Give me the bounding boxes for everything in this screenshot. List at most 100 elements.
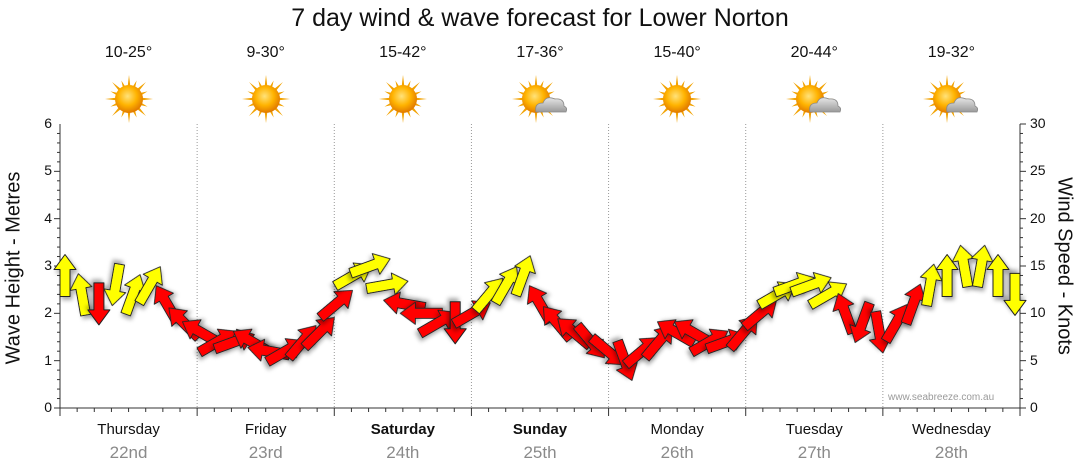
y-tick-label-right: 15 [1030, 257, 1046, 273]
wind-arrow-shape [53, 254, 77, 297]
sun-icon [104, 75, 153, 123]
sun-ray [401, 110, 405, 123]
wind-arrow-shape [348, 253, 391, 279]
sun-icon [241, 75, 290, 123]
wind-arrow [348, 253, 391, 279]
wind-arrow-shape [300, 316, 335, 352]
y-tick-label-left: 1 [44, 351, 52, 368]
temperature-range-label: 10-25° [104, 44, 153, 61]
wind-arrow-shape [365, 272, 409, 296]
wind-arrow-shape [69, 273, 93, 317]
wind-arrow [970, 244, 994, 289]
sun-ray [414, 97, 427, 101]
sun-ray [675, 75, 679, 88]
partly-cloudy-icon [512, 75, 568, 123]
sun-ray [127, 110, 130, 123]
sun-icon [378, 75, 427, 123]
temperature-range-label: 15-40° [653, 44, 701, 61]
temperature-range-label: 20-44° [790, 44, 838, 61]
sun-ray [264, 110, 268, 123]
day-date-label: 25th [523, 443, 557, 462]
y-tick-label-right: 20 [1030, 209, 1046, 226]
wind-arrows [53, 244, 1027, 381]
day-date-label: 24th [386, 443, 420, 462]
wind-arrow-shape [510, 255, 536, 298]
y-tick-label-right: 30 [1030, 115, 1046, 131]
day-date-label: 27th [797, 443, 831, 462]
chart-title: 7 day wind & wave forecast for Lower Nor… [291, 4, 789, 32]
wind-arrow [53, 254, 77, 297]
wind-arrow-shape [87, 282, 111, 326]
wind-arrow [134, 266, 163, 307]
day-name-label: Friday [244, 421, 287, 438]
wind-arrow [789, 272, 832, 298]
wind-arrow-shape [970, 244, 994, 289]
sun-ray [653, 97, 666, 101]
cloud-shape [809, 97, 842, 113]
sun-ray [786, 97, 799, 101]
y-axis-label-right: Wind Speed - Knots [1053, 177, 1076, 355]
wind-arrow-shape [316, 289, 353, 322]
sun-ray [127, 75, 130, 88]
wind-arrow-shape [134, 266, 163, 307]
y-axis-label-left: Wave Height - Metres [2, 171, 25, 365]
sun-ray [401, 75, 405, 88]
sun-ray [140, 97, 153, 101]
wind-arrow-shape [849, 300, 875, 344]
sun-ray [534, 75, 538, 88]
wind-arrow [69, 273, 93, 317]
day-date-label: 26th [660, 443, 694, 462]
day-name-label: Sunday [512, 421, 568, 438]
sun-ray [808, 110, 812, 123]
day-name-label: Wednesday [911, 421, 991, 438]
y-tick-label-right: 25 [1030, 162, 1046, 179]
y-tick-label-left: 4 [44, 209, 52, 226]
sun-ray [378, 97, 391, 101]
axes [54, 123, 1026, 416]
y-tick-label-left: 5 [44, 162, 52, 179]
sun-ray [808, 75, 812, 88]
sun-ray [945, 75, 949, 88]
day-name-label: Thursday [97, 421, 160, 438]
cloud-shape [535, 97, 568, 113]
day-name-label: Saturday [370, 421, 435, 438]
day-name-label: Monday [650, 421, 704, 438]
wind-arrow [316, 289, 353, 322]
temperature-range-label: 19-32° [927, 44, 976, 61]
wind-arrow-shape [986, 254, 1010, 297]
wind-arrow [87, 282, 111, 326]
wind-arrow [103, 262, 127, 307]
sun-ray [277, 97, 290, 101]
wind-arrow [365, 272, 409, 296]
wind-arrow-shape [935, 254, 959, 297]
temperature-range-label: 15-42° [379, 44, 427, 61]
y-tick-label-left: 2 [44, 304, 52, 321]
sun-disc [114, 85, 143, 113]
day-name-label: Tuesday [785, 421, 843, 438]
wind-arrow [919, 263, 943, 307]
y-tick-label-left: 6 [44, 115, 52, 131]
sun-disc [251, 85, 280, 113]
wind-arrow [1003, 272, 1027, 316]
sun-ray [264, 75, 268, 88]
sun-ray [945, 110, 949, 123]
wind-arrow [849, 300, 875, 344]
wind-arrow-shape [1003, 272, 1027, 316]
temperature-range-label: 9-30° [246, 44, 285, 61]
wind-arrow [510, 255, 536, 298]
y-tick-label-right: 10 [1030, 304, 1046, 321]
sun-ray [534, 110, 538, 123]
wind-arrow [657, 319, 697, 348]
sun-ray [923, 97, 936, 101]
partly-cloudy-icon [923, 75, 979, 123]
partly-cloudy-icon [786, 75, 842, 123]
wind-arrow [986, 254, 1010, 297]
sun-ray [512, 97, 525, 101]
y-tick-label-right: 0 [1030, 399, 1038, 415]
y-tick-label-left: 3 [44, 257, 52, 273]
day-date-label: 23rd [248, 443, 283, 462]
sun-disc [663, 85, 692, 113]
sun-ray [104, 97, 117, 101]
day-date-label: 22nd [109, 443, 148, 462]
